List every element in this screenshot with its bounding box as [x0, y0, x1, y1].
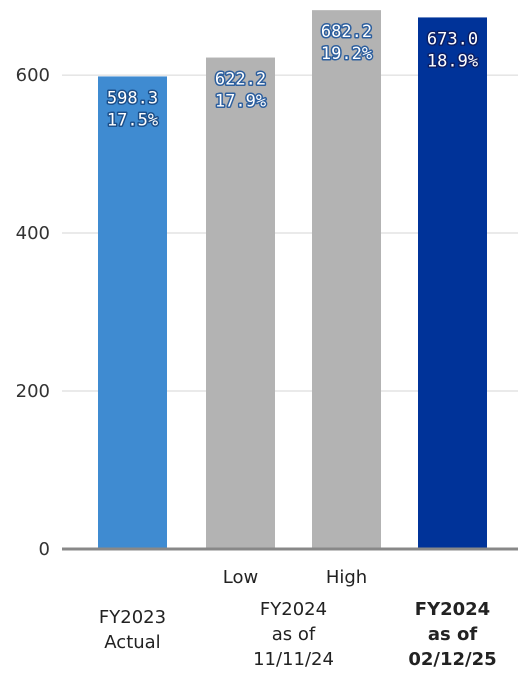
- category-label: 11/11/24: [253, 649, 334, 670]
- category-label: Actual: [104, 632, 160, 653]
- category-labels: Low High FY2023 Actual FY2024 as of 11/11/24 FY…: [99, 567, 497, 670]
- y-tick-label: 200: [16, 381, 50, 402]
- category-label: as of: [272, 624, 316, 645]
- y-tick-label: 400: [16, 223, 50, 244]
- bar: [98, 76, 167, 549]
- category-label: FY2024: [260, 599, 327, 620]
- category-label: as of: [428, 624, 477, 645]
- bar-percent-label: 17.5%: [107, 110, 158, 130]
- bar-percent-label: 18.9%: [427, 51, 478, 71]
- bar: [312, 10, 381, 549]
- bar-percent-label: 19.2%: [321, 44, 372, 64]
- bars: [98, 10, 487, 549]
- bar-value-label: 622.2: [215, 70, 266, 90]
- bar-percent-label: 17.9%: [215, 92, 266, 112]
- bar-sub-label: High: [326, 567, 367, 588]
- bar: [206, 57, 275, 549]
- category-label: FY2024: [415, 599, 490, 620]
- bar-value-label: 598.3: [107, 88, 158, 108]
- y-tick-label: 600: [16, 65, 50, 86]
- y-axis-ticks: 0 200 400 600: [16, 65, 50, 560]
- bar-value-label: 673.0: [427, 29, 478, 49]
- bar-value-label: 682.2: [321, 22, 372, 42]
- category-label: 02/12/25: [408, 649, 496, 670]
- bar: [418, 17, 487, 549]
- y-tick-label: 0: [39, 539, 50, 560]
- bar-value-labels: 598.317.5% 622.217.9% 682.219.2% 673.018.9%: [105, 21, 479, 132]
- category-label: FY2023: [99, 607, 166, 628]
- bar-sub-label: Low: [223, 567, 258, 588]
